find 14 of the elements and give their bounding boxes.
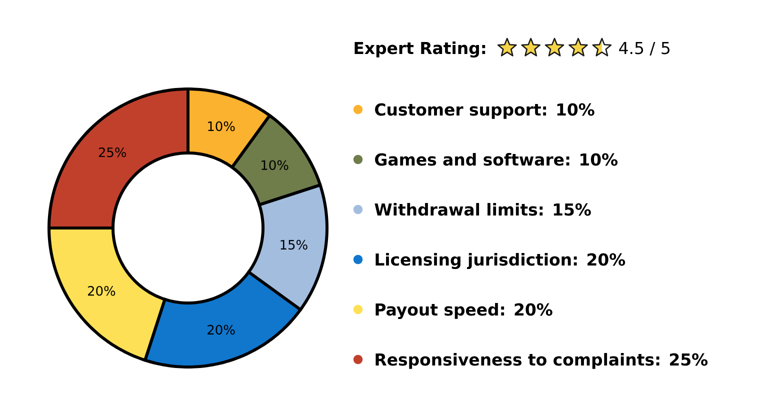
legend-label: Withdrawal limits: 15%: [374, 203, 591, 216]
data-label: 15%: [280, 240, 308, 250]
data-label: 20%: [208, 324, 235, 335]
text: 4.5 / 5: [619, 42, 670, 56]
data-label: 20%: [88, 286, 116, 296]
legend-label: Payout speed: 20%: [376, 303, 552, 320]
legend-label: Customer support: 10%: [375, 103, 594, 119]
data-label: 10%: [262, 160, 288, 170]
data-label: 25%: [98, 147, 126, 158]
legend-label: Games and software: 10%: [375, 153, 618, 166]
chart-title: Expert Rating:: [354, 42, 486, 58]
legend-label: Licensing jurisdiction: 20%: [376, 253, 626, 270]
data-label: 10%: [208, 121, 235, 132]
legend-label: Responsiveness to complaints: 25%: [376, 353, 708, 369]
